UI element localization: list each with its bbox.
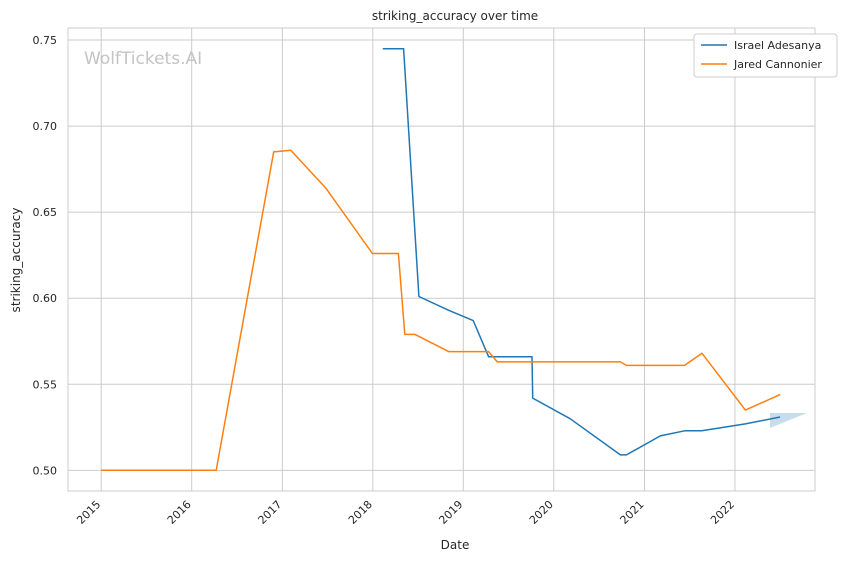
series-group <box>101 47 781 472</box>
y-tick-label: 0.70 <box>33 120 58 133</box>
x-axis-ticks: 2015 2016 2017 2018 2019 2020 2021 2022 <box>74 498 737 527</box>
series-line-jared-cannonier <box>101 149 781 472</box>
x-tick-label: 2022 <box>708 498 737 527</box>
legend-label-jared-cannonier: Jared Cannonier <box>733 58 822 71</box>
x-tick-label: 2015 <box>74 498 103 527</box>
y-tick-label: 0.60 <box>33 292 58 305</box>
y-tick-label: 0.75 <box>33 34 58 47</box>
grid <box>68 28 815 491</box>
x-axis-label: Date <box>441 538 470 552</box>
x-tick-label: 2021 <box>618 498 647 527</box>
y-tick-label: 0.50 <box>33 464 58 477</box>
x-tick-label: 2018 <box>346 498 375 527</box>
x-tick-label: 2017 <box>256 498 285 527</box>
watermark: WolfTickets.AI <box>84 49 202 69</box>
x-tick-label: 2016 <box>165 498 194 527</box>
legend-box <box>693 33 838 78</box>
plot-area <box>67 27 816 492</box>
legend-label-israel-adesanya: Israel Adesanya <box>734 39 821 52</box>
y-axis-label: striking_accuracy <box>9 208 23 313</box>
chart-title: striking_accuracy over time <box>372 9 538 23</box>
series-line-israel-adesanya <box>382 47 781 456</box>
x-tick-label: 2019 <box>436 498 465 527</box>
x-tick-label: 2020 <box>527 498 556 527</box>
y-tick-label: 0.55 <box>33 378 58 391</box>
y-tick-label: 0.65 <box>33 206 58 219</box>
legend: Israel Adesanya Jared Cannonier <box>693 33 838 78</box>
y-axis-ticks: 0.50 0.55 0.60 0.65 0.70 0.75 <box>33 34 58 477</box>
